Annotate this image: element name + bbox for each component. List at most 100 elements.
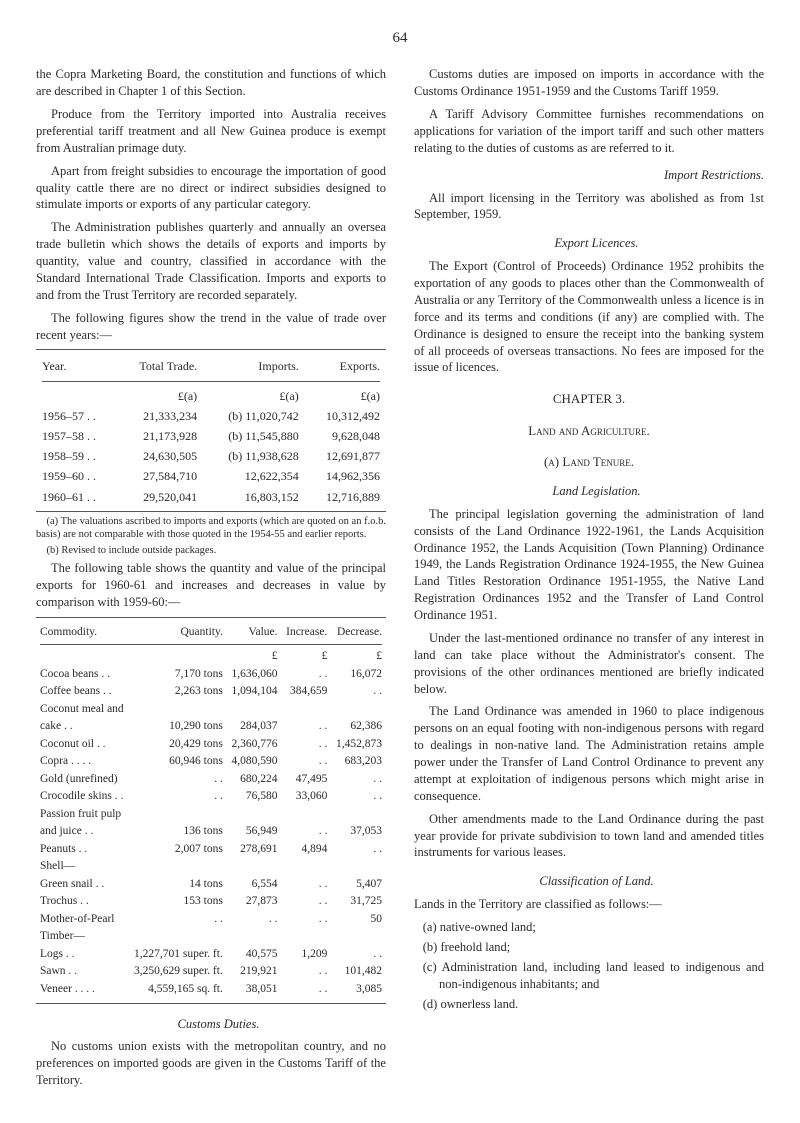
para: Apart from freight subsidies to encourag… (36, 163, 386, 214)
land-agriculture-heading: Land and Agriculture. (414, 422, 764, 440)
cell (227, 858, 282, 876)
cell (282, 701, 332, 719)
cell: 12,622,354 (203, 466, 305, 486)
cell: 219,921 (227, 963, 282, 981)
cell: 284,037 (227, 718, 282, 736)
cell: . . (282, 718, 332, 736)
th-decrease: Decrease. (331, 624, 386, 642)
cell: 21,173,928 (117, 426, 203, 446)
cell: 40,575 (227, 946, 282, 964)
cell: . . (282, 893, 332, 911)
rule (36, 511, 386, 512)
cell: 1,227,701 super. ft. (129, 946, 227, 964)
th-value: Value. (227, 624, 282, 642)
list-item: (b) freehold land; (439, 939, 764, 956)
list-item: (c) Administration land, including land … (439, 959, 764, 993)
cell: . . (331, 841, 386, 859)
cell: Coconut meal and (36, 701, 129, 719)
para: The following table shows the quantity a… (36, 560, 386, 611)
cell: 76,580 (227, 788, 282, 806)
cell: 16,072 (331, 666, 386, 684)
cell: 1,209 (282, 946, 332, 964)
para: Lands in the Territory are classified as… (414, 896, 764, 913)
cell: 1,094,104 (227, 683, 282, 701)
rule (36, 1003, 386, 1004)
cell: 5,407 (331, 876, 386, 894)
cell: 680,224 (227, 771, 282, 789)
cell: 1958–59 . . (36, 446, 117, 466)
para: Under the last-mentioned ordinance no tr… (414, 630, 764, 698)
cell: 12,716,889 (305, 487, 386, 507)
cell (227, 701, 282, 719)
cell: 10,312,492 (305, 406, 386, 426)
cell: Crocodile skins . . (36, 788, 129, 806)
cell: (b) 11,938,628 (203, 446, 305, 466)
cell: 4,894 (282, 841, 332, 859)
para: The principal legislation governing the … (414, 506, 764, 624)
cell (129, 701, 227, 719)
cell: 4,080,590 (227, 753, 282, 771)
cell: 683,203 (331, 753, 386, 771)
para: The Land Ordinance was amended in 1960 t… (414, 703, 764, 804)
cell: Copra . . . . (36, 753, 129, 771)
cell: Coconut oil . . (36, 736, 129, 754)
th-year: Year. (36, 356, 117, 376)
cell: cake . . (36, 718, 129, 736)
land-tenure-heading: (a) Land Tenure. (414, 453, 764, 471)
cell: 2,007 tons (129, 841, 227, 859)
cell: 7,170 tons (129, 666, 227, 684)
para: Produce from the Territory imported into… (36, 106, 386, 157)
unit: £(a) (203, 386, 305, 406)
cell: 153 tons (129, 893, 227, 911)
cell: . . (129, 771, 227, 789)
cell: 16,803,152 (203, 487, 305, 507)
cell (129, 928, 227, 946)
para: The following figures show the trend in … (36, 310, 386, 344)
unit: £ (282, 648, 332, 666)
cell: . . (282, 753, 332, 771)
cell (227, 928, 282, 946)
rule (42, 381, 380, 382)
cell: . . (282, 981, 332, 999)
cell: 50 (331, 911, 386, 929)
cell: 56,949 (227, 823, 282, 841)
cell: . . (282, 823, 332, 841)
cell: 14,962,356 (305, 466, 386, 486)
para: Customs duties are imposed on imports in… (414, 66, 764, 100)
para: The Export (Control of Proceeds) Ordinan… (414, 258, 764, 376)
cell: . . (129, 911, 227, 929)
cell: 1,636,060 (227, 666, 282, 684)
rule (40, 644, 382, 645)
cell (331, 858, 386, 876)
cell: 4,559,165 sq. ft. (129, 981, 227, 999)
cell: 101,482 (331, 963, 386, 981)
unit: £ (331, 648, 386, 666)
cell: Veneer . . . . (36, 981, 129, 999)
cell: 1960–61 . . (36, 487, 117, 507)
cell: 1956–57 . . (36, 406, 117, 426)
chapter-3-heading: CHAPTER 3. (414, 390, 764, 408)
cell: 24,630,505 (117, 446, 203, 466)
cell: Coffee beans . . (36, 683, 129, 701)
cell: Trochus . . (36, 893, 129, 911)
cell: Timber— (36, 928, 129, 946)
cell: . . (331, 946, 386, 964)
cell: 27,873 (227, 893, 282, 911)
cell: 278,691 (227, 841, 282, 859)
footnote-b: (b) Revised to include outside packages. (36, 544, 386, 557)
cell: 6,554 (227, 876, 282, 894)
cell (331, 806, 386, 824)
cell (331, 928, 386, 946)
cell (227, 806, 282, 824)
cell: 38,051 (227, 981, 282, 999)
cell: 47,495 (282, 771, 332, 789)
unit: £(a) (117, 386, 203, 406)
cell: 3,250,629 super. ft. (129, 963, 227, 981)
rule (36, 349, 386, 350)
cell: . . (282, 666, 332, 684)
unit: £ (227, 648, 282, 666)
para: No customs union exists with the metropo… (36, 1038, 386, 1089)
cell: . . (282, 736, 332, 754)
cell (331, 701, 386, 719)
cell: . . (282, 963, 332, 981)
